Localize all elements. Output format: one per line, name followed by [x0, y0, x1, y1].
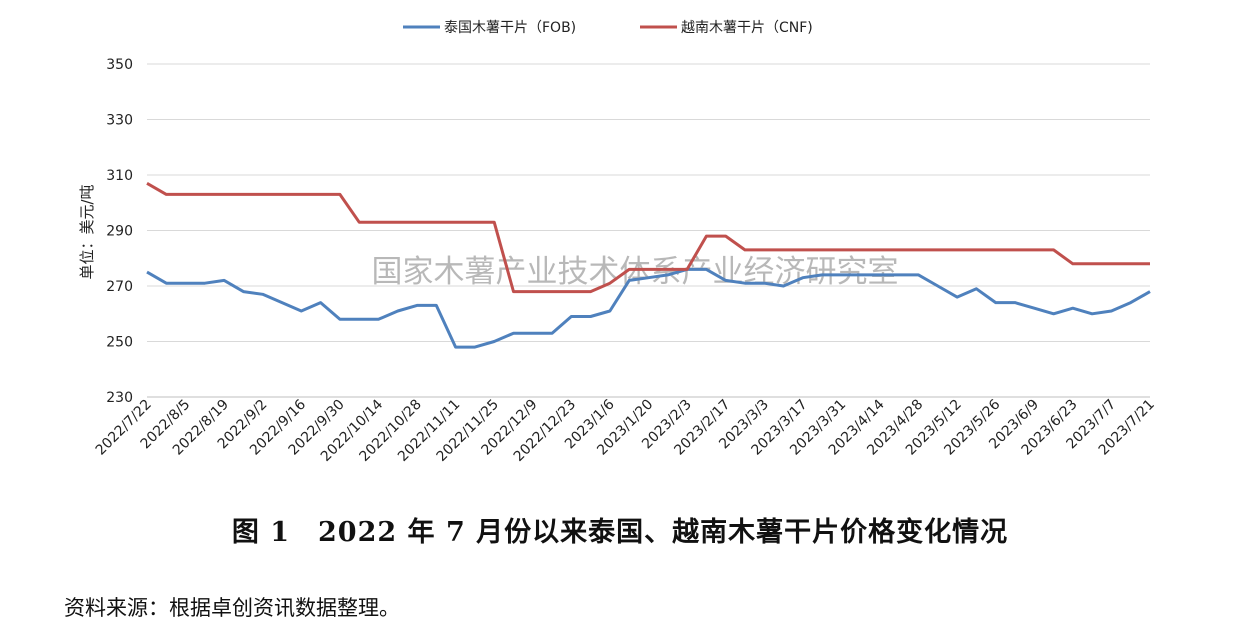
y-tick-label: 290	[106, 224, 133, 240]
legend: 泰国木薯干片（FOB) 越南木薯干片（CNF)	[403, 20, 813, 36]
y-tick-label: 270	[106, 279, 133, 295]
figure-caption: 图 1 2022 年 7 月份以来泰国、越南木薯干片价格变化情况	[231, 517, 1009, 548]
line-chart: 国家木薯产业技术体系产业经济研究室 230250270290310330350 …	[78, 20, 1158, 465]
legend-label-vietnam: 越南木薯干片（CNF)	[681, 20, 813, 36]
y-axis-ticks: 230 250 270 290 310 330 350	[106, 57, 133, 406]
y-axis-label: 单位：美元/吨	[78, 184, 96, 279]
y-tick-label: 230	[106, 390, 133, 406]
y-tick-label: 350	[106, 57, 133, 73]
watermark-text: 国家木薯产业技术体系产业经济研究室	[372, 254, 899, 290]
legend-label-thailand: 泰国木薯干片（FOB)	[444, 20, 576, 36]
series-layer	[146, 181, 1151, 349]
watermark-layer: 国家木薯产业技术体系产业经济研究室	[372, 254, 899, 290]
x-axis-ticks: 2022/7/222022/8/52022/8/192022/9/22022/9…	[93, 396, 1158, 464]
source-note: 资料来源：根据卓创资讯数据整理。	[64, 596, 400, 620]
y-tick-label: 250	[106, 335, 133, 351]
y-tick-label: 330	[106, 113, 133, 129]
grid-lines	[147, 63, 1150, 398]
y-tick-label: 310	[106, 168, 133, 184]
series-line-thailand	[146, 267, 1151, 349]
series-line-vietnam	[146, 181, 1150, 294]
